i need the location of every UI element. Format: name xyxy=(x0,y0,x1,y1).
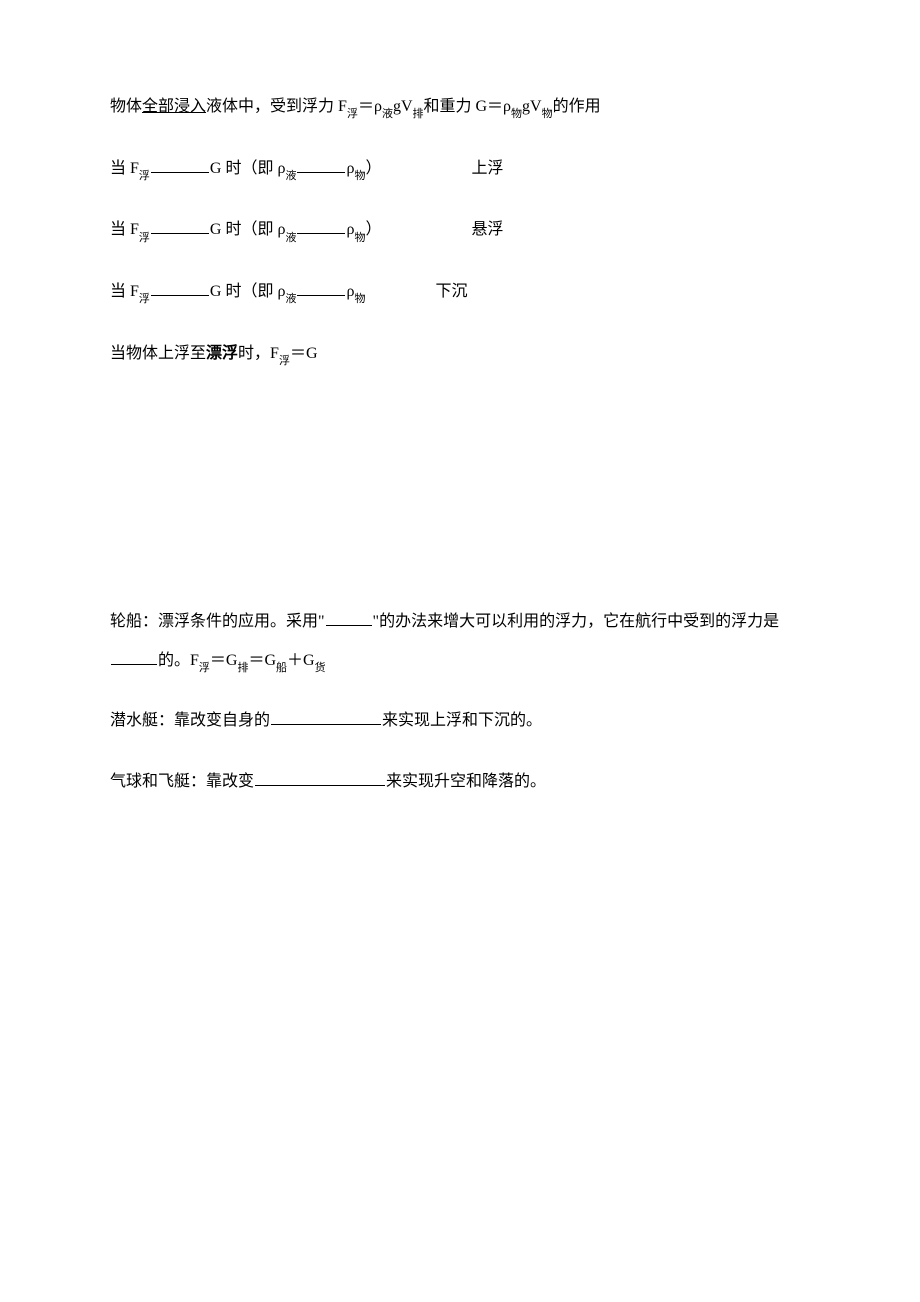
text: 当 F xyxy=(110,221,139,238)
subscript: 物 xyxy=(354,232,365,244)
state-suspend: 悬浮 xyxy=(471,218,503,242)
subscript: 液 xyxy=(285,293,296,305)
subscript: 浮 xyxy=(139,170,150,182)
text: 当 F xyxy=(110,283,139,300)
section-gap xyxy=(110,403,810,603)
text: 当物体上浮至 xyxy=(110,345,206,362)
bold-text: 漂浮 xyxy=(206,345,238,362)
subscript: 液 xyxy=(382,108,393,120)
subscript: 浮 xyxy=(279,355,290,367)
fill-blank[interactable] xyxy=(297,157,345,173)
subscript: 物 xyxy=(542,108,553,120)
text: G 时（即 ρ xyxy=(210,221,286,238)
intro-line: 物体全部浸入液体中，受到浮力 F浮＝ρ液gV排和重力 G＝ρ物gV物的作用 xyxy=(110,95,810,121)
balloon-paragraph: 气球和飞艇：靠改变 来实现升空和降落的。 xyxy=(110,763,810,801)
text: G 时（即 ρ xyxy=(210,283,286,300)
subscript: 浮 xyxy=(347,108,358,120)
subscript: 排 xyxy=(237,662,248,674)
submarine-paragraph: 潜水艇：靠改变自身的 来实现上浮和下沉的。 xyxy=(110,702,810,740)
subscript: 物 xyxy=(354,170,365,182)
subscript: 浮 xyxy=(139,293,150,305)
fill-blank[interactable] xyxy=(151,218,209,234)
subscript: 船 xyxy=(276,662,287,674)
condition-suspend: 当 F浮G 时（即 ρ液ρ物）悬浮 xyxy=(110,218,810,244)
fill-blank[interactable] xyxy=(151,157,209,173)
text: 液体中，受到浮力 F xyxy=(206,98,347,115)
fill-blank[interactable] xyxy=(297,218,345,234)
text: 物体 xyxy=(110,98,142,115)
subscript: 浮 xyxy=(139,232,150,244)
state-sink: 下沉 xyxy=(435,280,467,304)
subscript: 货 xyxy=(315,662,326,674)
subscript: 物 xyxy=(354,293,365,305)
text: 时，F xyxy=(238,345,279,362)
text: gV xyxy=(522,98,542,115)
text: ＝G xyxy=(248,652,276,669)
text: 轮船：漂浮条件的应用。采用" xyxy=(110,613,325,630)
text: G 时（即 ρ xyxy=(210,160,286,177)
text: 的。F xyxy=(158,652,199,669)
text: 和重力 G＝ρ xyxy=(424,98,512,115)
text: ） xyxy=(365,221,381,238)
fill-blank[interactable] xyxy=(326,610,372,626)
text: ） xyxy=(365,160,381,177)
condition-rise: 当 F浮G 时（即 ρ液ρ物）上浮 xyxy=(110,157,810,183)
text: ＝G xyxy=(290,345,318,362)
fill-blank[interactable] xyxy=(151,280,209,296)
fill-blank[interactable] xyxy=(255,770,385,786)
ship-paragraph: 轮船：漂浮条件的应用。采用" "的办法来增大可以利用的浮力，它在航行中受到的浮力是… xyxy=(110,603,810,680)
subscript: 排 xyxy=(413,108,424,120)
underlined-text: 全部浸入 xyxy=(142,98,206,115)
text: 潜水艇：靠改变自身的 xyxy=(110,712,270,729)
fill-blank[interactable] xyxy=(297,280,345,296)
subscript: 浮 xyxy=(199,662,210,674)
condition-sink: 当 F浮G 时（即 ρ液ρ物下沉 xyxy=(110,280,810,306)
text: "的办法来增大可以利用的浮力，它在航行中受到的浮力是 xyxy=(373,613,780,630)
subscript: 物 xyxy=(511,108,522,120)
text: gV xyxy=(393,98,413,115)
state-rise: 上浮 xyxy=(471,157,503,181)
text: 当 F xyxy=(110,160,139,177)
text: 的作用 xyxy=(553,98,601,115)
text: ＋G xyxy=(287,652,315,669)
fill-blank[interactable] xyxy=(271,709,381,725)
text: ＝ρ xyxy=(358,98,382,115)
subscript: 液 xyxy=(285,232,296,244)
text: 来实现上浮和下沉的。 xyxy=(382,712,542,729)
float-line: 当物体上浮至漂浮时，F浮＝G xyxy=(110,342,810,368)
text: 气球和飞艇：靠改变 xyxy=(110,773,254,790)
subscript: 液 xyxy=(285,170,296,182)
text: 来实现升空和降落的。 xyxy=(386,773,546,790)
text: ＝G xyxy=(210,652,238,669)
fill-blank[interactable] xyxy=(111,649,157,665)
